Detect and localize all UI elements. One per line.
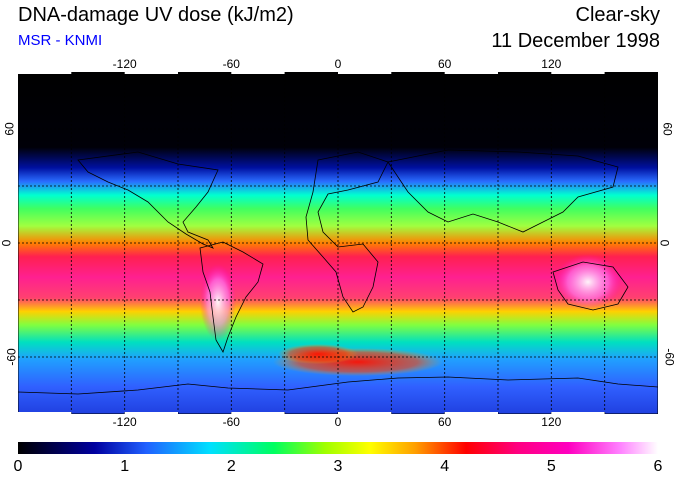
graticule: [18, 72, 658, 414]
lat-label-right-0: 0: [657, 239, 672, 247]
europe-africa-coast: [305, 151, 389, 313]
antarctica-coast: [18, 376, 658, 395]
colorbar-label-1: 1: [120, 458, 130, 475]
lon-label-bottom-0: 0: [334, 415, 342, 429]
data-source-label: MSR - KNMI: [18, 32, 103, 49]
lon-label-top-0: 0: [334, 57, 342, 71]
lat-label-right-60: 60: [660, 122, 675, 136]
lat-label-left-60: 60: [2, 122, 17, 136]
south-america-coast: [199, 241, 264, 353]
australia-uv-maximum: [554, 254, 622, 310]
sky-condition-label: Clear-sky: [575, 4, 660, 26]
lon-label-top-120: 120: [541, 57, 562, 71]
asia-coast: [387, 149, 619, 233]
map-title: DNA-damage UV dose (kJ/m2): [18, 4, 294, 26]
colorbar-label-4: 4: [440, 458, 450, 475]
andes-uv-maximum: [200, 264, 236, 340]
lon-label-top-neg120: -120: [112, 57, 137, 71]
colorbar-label-6: 6: [653, 458, 663, 475]
lon-label-top-neg60: -60: [222, 57, 240, 71]
lat-label-left-neg60: -60: [4, 348, 19, 366]
australia-coast: [552, 261, 629, 311]
colorbar-label-3: 3: [333, 458, 343, 475]
colorbar-label-5: 5: [546, 458, 556, 475]
southern-ocean-red-band-2: [278, 344, 358, 364]
lon-label-bottom-neg120: -120: [112, 415, 137, 429]
date-label: 11 December 1998: [491, 30, 660, 52]
uv-dose-map: [18, 72, 658, 414]
lon-label-bottom-neg60: -60: [222, 415, 240, 429]
lat-label-right-neg60: -60: [662, 348, 677, 366]
lon-label-bottom-60: 60: [438, 415, 452, 429]
colorbar-label-0: 0: [13, 458, 23, 475]
lon-label-bottom-120: 120: [541, 415, 562, 429]
colorbar-label-2: 2: [226, 458, 236, 475]
lat-label-left-0: 0: [0, 239, 14, 247]
uv-dose-colorbar: [18, 442, 658, 454]
map-border-scale: [18, 72, 658, 414]
lon-label-top-60: 60: [438, 57, 452, 71]
